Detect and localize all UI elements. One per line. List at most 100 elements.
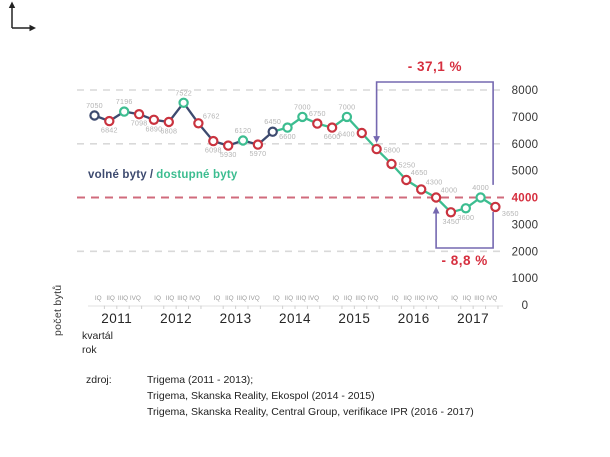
y-tick-label-6000: 6000	[512, 139, 539, 151]
quarter-label-2011-IVQ: IVQ	[130, 295, 141, 302]
data-point-2013-IIQ	[222, 140, 234, 151]
quarter-label-2016-IIQ: IIQ	[403, 295, 412, 302]
data-point-2016-IQ	[386, 158, 397, 170]
year-label-2016: 2016	[398, 311, 430, 326]
drop-bracket-0: - 37,1 %	[373, 59, 494, 185]
legend-separator: /	[149, 169, 154, 181]
data-point-label: 4000	[441, 186, 458, 195]
quarter-label-2016-IQ: IQ	[392, 295, 399, 302]
year-label-2014: 2014	[279, 311, 311, 326]
quarter-label-2014-IVQ: IVQ	[308, 295, 319, 302]
quarter-label-2015-IQ: IQ	[332, 295, 339, 302]
data-point-2011-IVQ	[133, 108, 145, 120]
data-point-label: 6808	[160, 127, 177, 136]
quarter-label-2013-IIIQ: IIIQ	[237, 295, 247, 302]
x-axis-title-rok: rok	[82, 344, 97, 356]
data-point-2016-IIIQ	[416, 184, 427, 195]
data-point-2017-IQ	[445, 207, 457, 218]
quarter-label-2017-IIIQ: IIIQ	[474, 295, 484, 302]
year-label-2011: 2011	[101, 311, 132, 326]
data-point-label: 3450	[443, 217, 460, 226]
data-point-2012-IQ	[148, 114, 160, 126]
quarter-label-2011-IQ: IQ	[95, 295, 102, 302]
quarter-label-2012-IVQ: IVQ	[189, 295, 200, 302]
data-point-2014-IIIQ	[297, 111, 308, 123]
data-point-2011-IIIQ	[118, 106, 130, 117]
quarter-label-2015-IIIQ: IIIQ	[355, 295, 365, 302]
legend-series-dostupne-byty: dostupné byty	[156, 169, 238, 181]
data-point-label: 6890	[146, 124, 163, 133]
quarter-label-2016-IIIQ: IIIQ	[415, 295, 425, 302]
data-point-2015-IQ	[326, 122, 338, 133]
quarter-label-2014-IIIQ: IIIQ	[296, 295, 306, 302]
quarter-label-2017-IQ: IQ	[451, 295, 458, 302]
data-point-label: 7196	[116, 97, 133, 106]
data-point-label: 6762	[203, 111, 220, 120]
data-point-2017-IIIQ	[475, 192, 486, 203]
data-point-label: 6098	[205, 146, 222, 155]
source-lines: Trigema (2011 - 2013); Trigema, Skanska …	[147, 372, 474, 420]
data-point-2016-IVQ	[430, 192, 442, 203]
data-point-2013-IVQ	[252, 139, 264, 150]
data-point-2016-IIQ	[401, 174, 412, 186]
data-point-2011-IQ	[89, 110, 100, 121]
quarter-label-2012-IQ: IQ	[154, 295, 161, 302]
data-point-2013-IQ	[208, 135, 219, 147]
data-point-label: 7050	[86, 101, 103, 110]
y-tick-label-4000: 4000	[512, 193, 539, 205]
y-tick-label-5000: 5000	[512, 166, 539, 178]
y-tick-label-3000: 3000	[512, 219, 539, 231]
quarter-label-2012-IIQ: IIQ	[166, 295, 175, 302]
data-point-2015-IIQ	[341, 111, 353, 123]
quarter-label-2013-IQ: IQ	[214, 295, 221, 302]
data-point-label: 7000	[294, 102, 311, 111]
data-point-2015-IIIQ	[356, 127, 367, 139]
year-label-2015: 2015	[338, 311, 370, 326]
source-line: Trigema (2011 - 2013);	[147, 374, 254, 386]
data-point-2017-IVQ	[490, 201, 501, 213]
year-label-2017: 2017	[457, 311, 489, 326]
data-point-label: 7522	[175, 88, 192, 97]
quarter-label-2013-IIQ: IIQ	[225, 295, 234, 302]
axes-arrows-icon	[8, 1, 36, 32]
source-label: zdroj:	[86, 374, 112, 386]
year-label-2012: 2012	[160, 311, 192, 326]
quarter-label-2015-IVQ: IVQ	[367, 295, 378, 302]
quarter-label-2014-IQ: IQ	[273, 295, 280, 302]
series-line-dostupne-byty	[271, 115, 497, 214]
data-point-2017-IIQ	[460, 203, 471, 214]
y-tick-label-1000: 1000	[512, 273, 539, 285]
drop-bracket-1: - 8,8 %	[432, 206, 494, 268]
data-point-label: 4000	[472, 183, 489, 192]
data-point-label: 4650	[411, 168, 428, 177]
data-point-label: 5250	[399, 160, 416, 169]
source-line: Trigema, Skanska Reality, Ekospol (2014 …	[147, 390, 375, 402]
year-label-2013: 2013	[220, 311, 252, 326]
quarter-label-2011-IIQ: IIQ	[106, 295, 115, 302]
data-point-2015-IVQ	[371, 143, 382, 155]
data-point-label: 6600	[324, 132, 341, 141]
data-point-2013-IIIQ	[237, 135, 249, 146]
legend-series-volne-byty: volné byty	[88, 169, 147, 181]
data-point-2014-IIQ	[282, 122, 293, 133]
source-note: zdroj: Trigema (2011 - 2013); Trigema, S…	[86, 372, 474, 420]
source-line: Trigema, Skanska Reality, Central Group,…	[147, 406, 474, 418]
y-axis-title: počet bytů	[52, 284, 64, 336]
quarter-label-2013-IVQ: IVQ	[249, 295, 260, 302]
data-point-label: 4300	[426, 177, 443, 186]
quarter-label-2011-IIIQ: IIIQ	[118, 295, 128, 302]
data-point-label: 5800	[384, 146, 401, 155]
data-point-label: 3650	[502, 209, 519, 218]
legend: volné byty / dostupné byty	[88, 169, 237, 181]
data-point-label: 7098	[131, 119, 148, 128]
quarter-label-2015-IIQ: IIQ	[344, 295, 353, 302]
data-point-label: 3600	[457, 213, 474, 222]
data-point-label: 6450	[264, 117, 281, 126]
data-point-2014-IQ	[267, 126, 278, 137]
data-point-2012-IIIQ	[178, 97, 189, 109]
quarter-label-2017-IVQ: IVQ	[486, 295, 497, 302]
y-tick-label-0: 0	[522, 300, 529, 312]
drop-annotation-label: - 37,1 %	[408, 59, 462, 74]
data-point-label: 7000	[339, 102, 356, 111]
